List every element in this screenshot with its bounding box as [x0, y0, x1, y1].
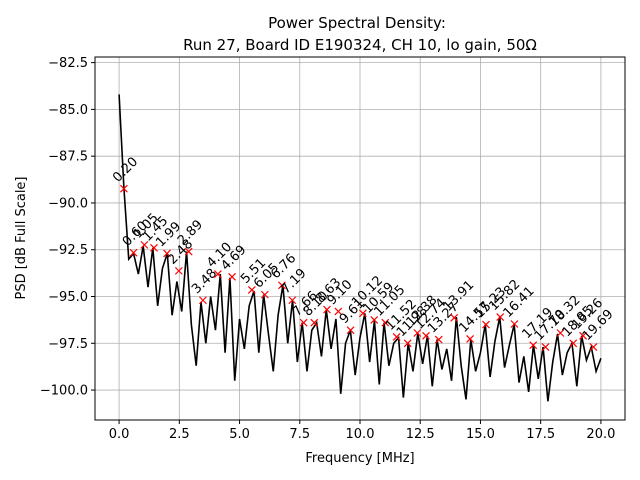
- psd-line: [118, 94, 602, 402]
- x-tick-label: 10.0: [346, 427, 375, 442]
- x-tick-label: 15.0: [466, 427, 495, 442]
- x-tick-label: 17.5: [526, 427, 555, 442]
- peak-marker: [288, 296, 297, 305]
- peak-marker: [510, 320, 519, 328]
- peak-marker: [556, 329, 565, 337]
- x-tick-label: 7.5: [289, 427, 310, 442]
- x-tick-label: 0.0: [109, 427, 130, 442]
- peak-marker: [199, 296, 207, 305]
- y-tick-label: −90.0: [48, 196, 88, 211]
- peak-marker: [358, 309, 367, 318]
- x-tick-label: 20.0: [586, 427, 615, 442]
- peak-marker: [129, 248, 138, 257]
- y-tick-label: −100.0: [40, 384, 88, 399]
- peak-marker: [228, 272, 237, 281]
- peak-marker: [310, 318, 319, 327]
- peak-marker: [482, 320, 490, 329]
- peak-marker: [403, 339, 412, 348]
- peak-marker: [589, 343, 598, 351]
- peak-marker: [278, 281, 286, 290]
- peak-marker: [529, 341, 538, 350]
- peak-marker: [413, 329, 422, 337]
- peak-marker: [184, 247, 193, 256]
- peak-marker: [450, 313, 459, 322]
- y-tick-label: −87.5: [48, 150, 88, 165]
- peak-marker: [370, 315, 379, 324]
- peak-marker: [174, 266, 183, 275]
- peak-marker: [247, 286, 256, 294]
- peak-marker: [119, 184, 128, 193]
- peak-marker: [140, 240, 149, 249]
- peak-marker: [434, 335, 443, 344]
- x-tick-label: 5.0: [229, 427, 250, 442]
- peak-marker: [163, 249, 171, 258]
- x-tick-label: 2.5: [169, 427, 190, 442]
- x-axis-label: Frequency [MHz]: [305, 451, 414, 466]
- peak-marker: [466, 335, 475, 343]
- peak-marker: [150, 243, 158, 252]
- peak-marker: [299, 318, 308, 327]
- peak-marker: [541, 343, 550, 351]
- peak-marker: [569, 339, 578, 348]
- y-tick-label: −82.5: [48, 56, 88, 71]
- peak-marker: [260, 290, 269, 299]
- peak-marker: [579, 331, 588, 340]
- chart-title: Power Spectral Density:: [268, 14, 446, 32]
- y-tick-label: −97.5: [48, 337, 88, 352]
- plot-frame: [94, 56, 626, 421]
- y-tick-label: −85.0: [48, 103, 88, 118]
- y-axis-label: PSD [dB Full Scale]: [14, 176, 29, 299]
- y-tick-label: −92.5: [48, 243, 88, 258]
- peak-marker: [213, 270, 222, 278]
- peak-marker: [381, 318, 390, 327]
- x-tick-label: 12.5: [406, 427, 435, 442]
- peak-marker: [346, 326, 355, 335]
- y-tick-label: −95.0: [48, 290, 88, 305]
- peak-marker: [496, 313, 505, 322]
- peak-marker: [323, 305, 331, 314]
- peak-marker: [422, 331, 430, 340]
- peak-marker: [334, 307, 343, 316]
- chart-subtitle: Run 27, Board ID E190324, CH 10, lo gain…: [183, 36, 537, 54]
- peak-marker: [392, 332, 401, 341]
